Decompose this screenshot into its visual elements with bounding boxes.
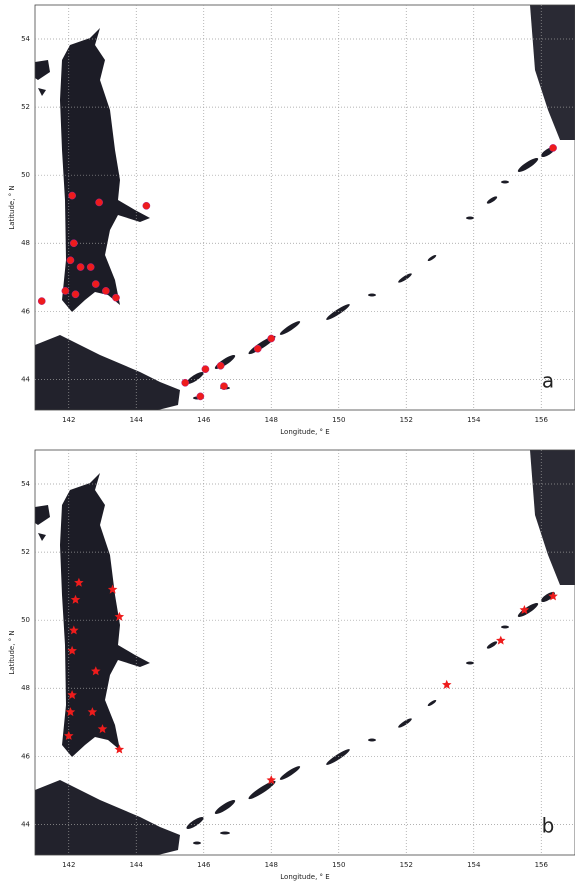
event-marker (72, 291, 79, 298)
x-tick-label: 142 (62, 416, 75, 424)
event-marker (38, 297, 45, 304)
x-axis-label: Longitude, ° E (280, 873, 329, 881)
event-marker (442, 680, 452, 689)
event-marker (70, 240, 77, 247)
event-marker (197, 393, 204, 400)
y-tick-label: 52 (21, 103, 30, 111)
y-tick-label: 48 (21, 684, 30, 692)
x-axis-label: Longitude, ° E (280, 428, 329, 436)
event-marker (96, 199, 103, 206)
event-marker (112, 294, 119, 301)
x-tick-label: 156 (535, 416, 549, 424)
event-marker (496, 636, 506, 645)
event-marker (220, 383, 227, 390)
event-marker (92, 280, 99, 287)
y-tick-label: 46 (21, 752, 30, 760)
event-marker (62, 287, 69, 294)
y-tick-label: 44 (21, 375, 30, 383)
x-tick-label: 152 (400, 416, 413, 424)
x-tick-label: 144 (130, 416, 144, 424)
panel-label: b (542, 814, 555, 838)
x-tick-label: 144 (130, 861, 144, 869)
x-tick-label: 150 (332, 416, 345, 424)
event-marker (102, 287, 109, 294)
y-tick-label: 50 (21, 171, 30, 179)
y-axis-label: Latitude, ° N (8, 185, 16, 229)
x-tick-label: 148 (265, 861, 278, 869)
event-marker (268, 335, 275, 342)
x-tick-label: 154 (467, 861, 481, 869)
y-tick-label: 44 (21, 820, 30, 828)
y-tick-label: 54 (21, 480, 30, 488)
x-tick-label: 154 (467, 416, 481, 424)
y-tick-label: 48 (21, 239, 30, 247)
y-tick-label: 50 (21, 616, 30, 624)
y-tick-label: 46 (21, 307, 30, 315)
land-map (35, 5, 575, 412)
event-marker (202, 366, 209, 373)
event-marker (77, 263, 84, 270)
y-tick-label: 52 (21, 548, 30, 556)
event-marker (217, 362, 224, 369)
event-marker (69, 192, 76, 199)
x-tick-label: 142 (62, 861, 75, 869)
figure: 142 144 146 148 150 152 154 156 44 46 48 50 52 54 Long… (0, 0, 575, 885)
event-marker (549, 144, 556, 151)
x-tick-label: 146 (197, 861, 211, 869)
y-tick-label: 54 (21, 35, 30, 43)
x-tick-label: 152 (400, 861, 413, 869)
panel-label: a (542, 369, 554, 393)
x-tick-label: 148 (265, 416, 278, 424)
event-marker (87, 263, 94, 270)
x-tick-label: 156 (535, 861, 549, 869)
event-marker (143, 202, 150, 209)
event-marker (67, 257, 74, 264)
event-marker (254, 345, 261, 352)
x-tick-label: 150 (332, 861, 345, 869)
land-map (35, 450, 575, 857)
y-axis-label: Latitude, ° N (8, 630, 16, 674)
x-tick-label: 146 (197, 416, 211, 424)
event-marker (182, 379, 189, 386)
